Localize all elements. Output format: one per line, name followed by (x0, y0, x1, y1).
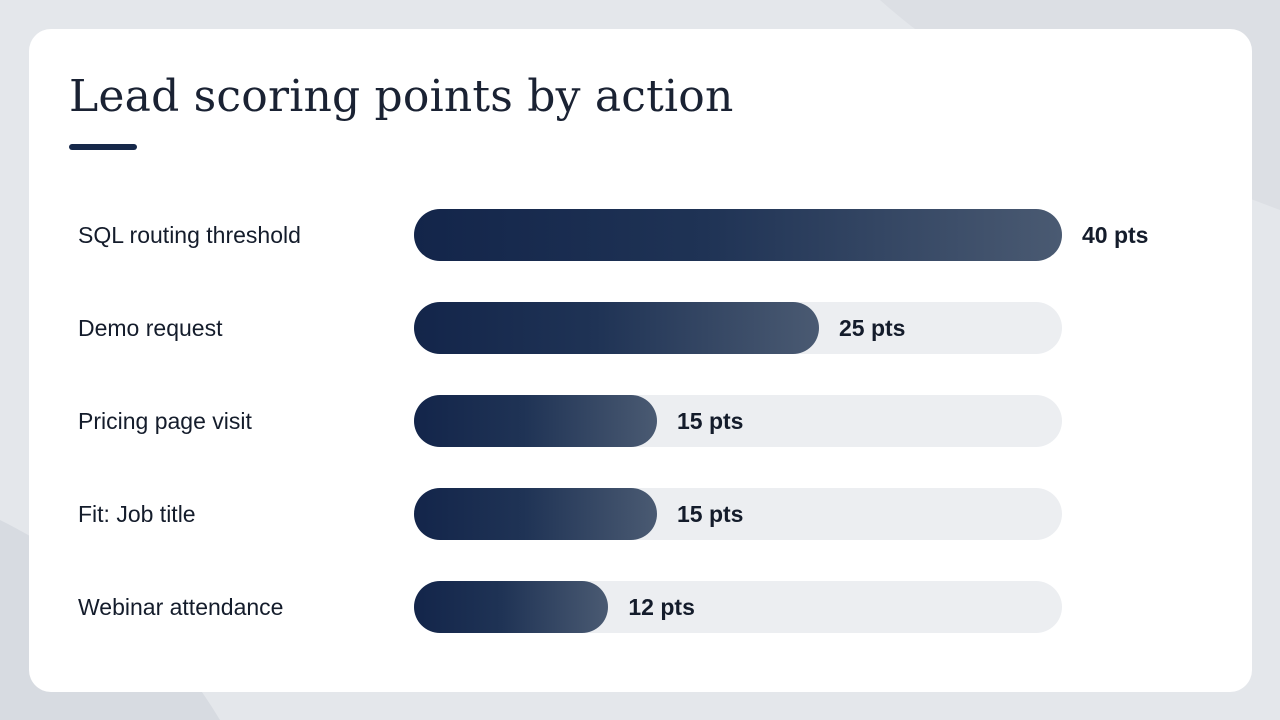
bar-row: Pricing page visit 15 pts (29, 395, 1252, 447)
data-label: 15 pts (677, 408, 744, 434)
category-label: Demo request (78, 315, 223, 341)
bar (414, 581, 609, 633)
bar (414, 488, 657, 540)
category-label: Webinar attendance (78, 594, 284, 620)
bar (414, 302, 819, 354)
category-label: SQL routing threshold (78, 222, 301, 248)
data-label: 15 pts (677, 501, 744, 527)
title-underline (69, 144, 137, 150)
data-label: 40 pts (1082, 222, 1149, 248)
category-label: Pricing page visit (78, 408, 252, 434)
bar-row: SQL routing threshold 40 pts (29, 209, 1252, 261)
bar (414, 395, 657, 447)
data-label: 12 pts (628, 594, 695, 620)
bar-row: Webinar attendance 12 pts (29, 581, 1252, 633)
bar-row: Fit: Job title 15 pts (29, 488, 1252, 540)
chart-title: Lead scoring points by action (69, 71, 734, 122)
bar-row: Demo request 25 pts (29, 302, 1252, 354)
bar (414, 209, 1062, 261)
category-label: Fit: Job title (78, 501, 196, 527)
slide-card: Lead scoring points by action SQL routin… (29, 29, 1252, 692)
data-label: 25 pts (839, 315, 906, 341)
horizontal-bar-chart: SQL routing threshold 40 pts Demo request 2… (29, 29, 1252, 692)
